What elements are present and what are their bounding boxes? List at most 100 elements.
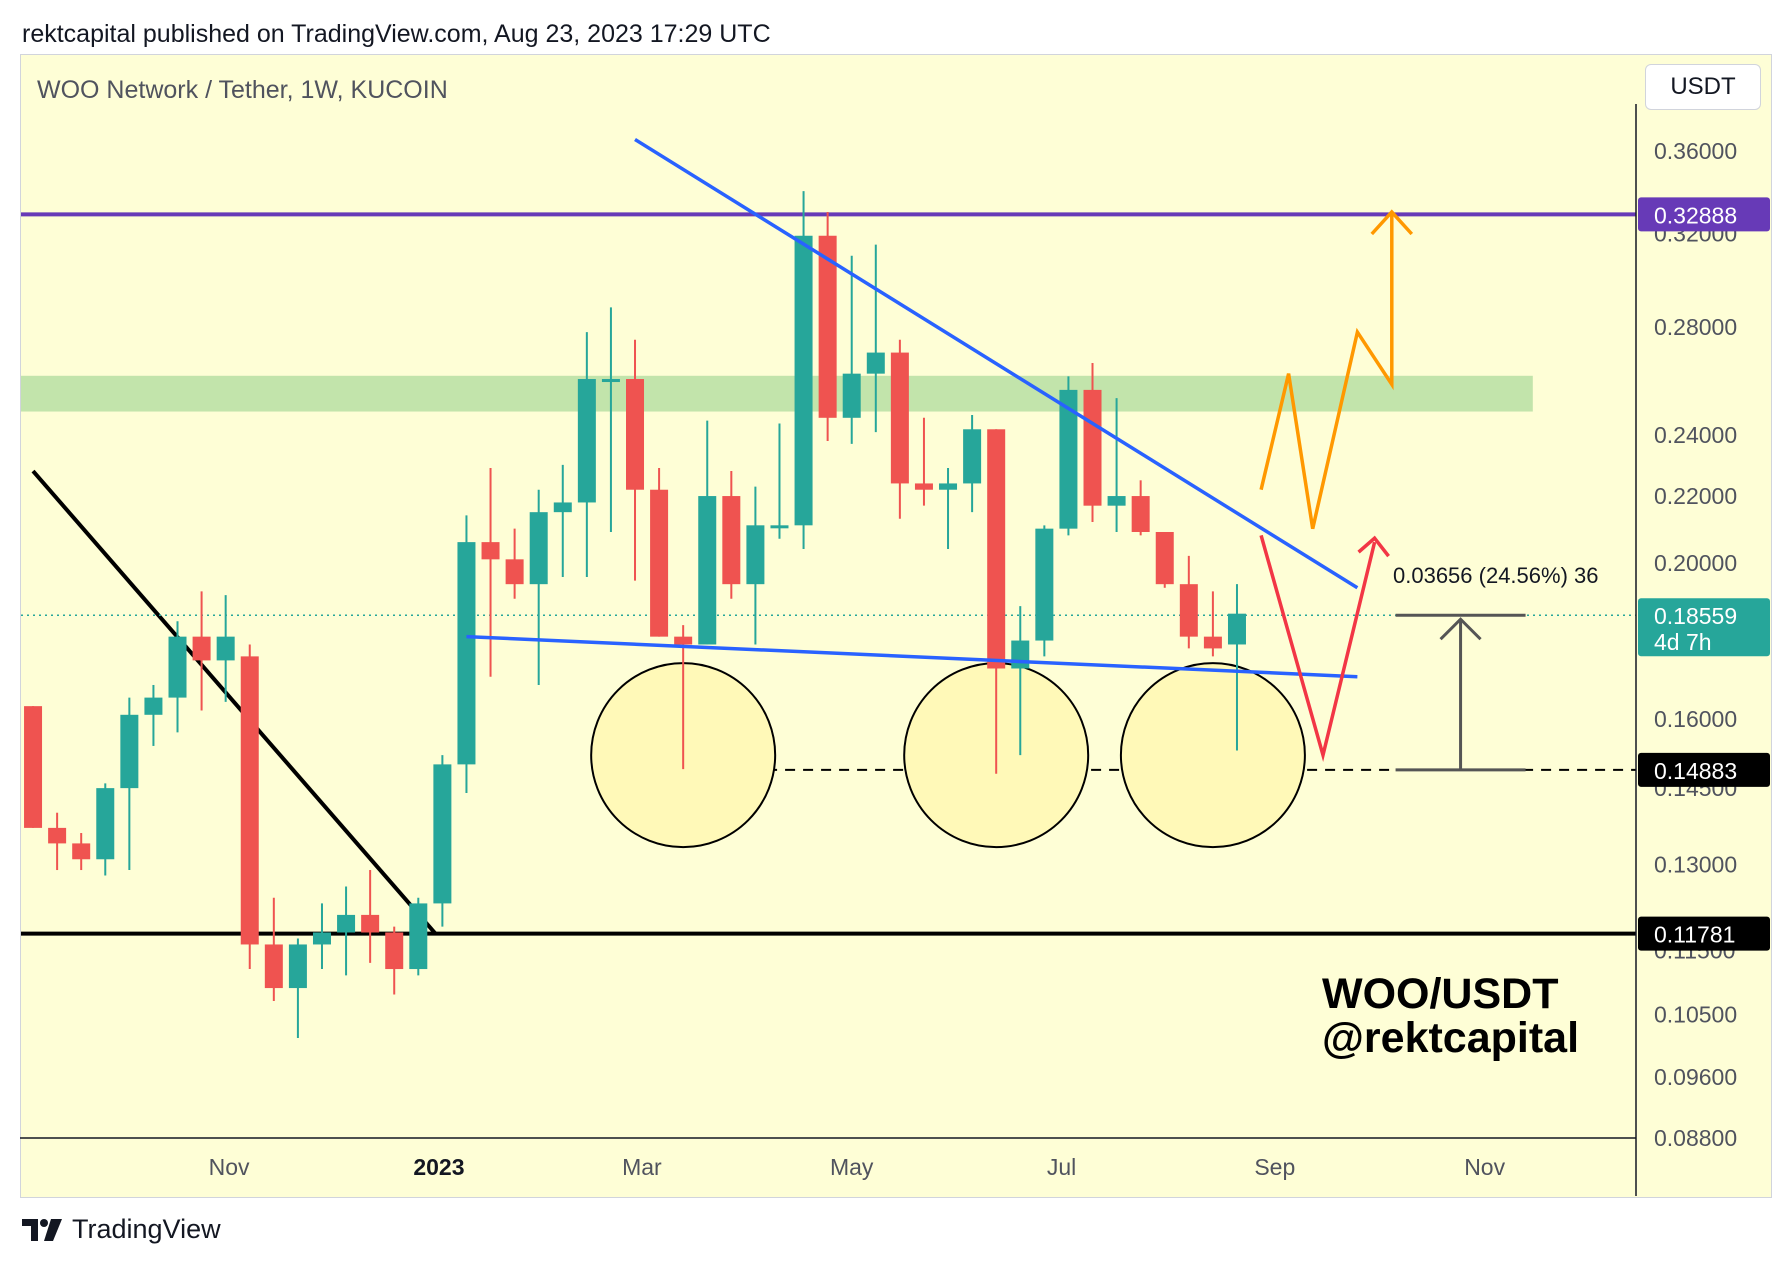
candle-body — [288, 944, 307, 989]
candle — [361, 870, 380, 963]
candle-body — [794, 235, 813, 526]
y-tick-label: 0.22000 — [1654, 483, 1737, 509]
candle-body — [72, 843, 91, 860]
candle-body — [674, 636, 693, 645]
candle — [120, 697, 139, 871]
x-tick-label: Sep — [1254, 1154, 1295, 1180]
candle — [939, 467, 958, 549]
candle-body — [1107, 496, 1126, 506]
candle-body — [192, 636, 211, 661]
candle-body — [1011, 640, 1030, 669]
level-price-tag-1-bg — [1638, 752, 1770, 787]
tradingview-logo-icon — [22, 1218, 62, 1241]
symbol-title: WOO Network / Tether, 1W, KUCOIN — [37, 76, 448, 104]
x-tick-label: Mar — [622, 1154, 662, 1180]
candle — [746, 486, 765, 645]
candle-body — [601, 379, 620, 383]
orange-projection-path — [1259, 212, 1394, 530]
candle — [794, 191, 813, 549]
y-tick-label: 0.09600 — [1654, 1064, 1737, 1090]
candle-body — [24, 706, 43, 828]
publisher-header: rektcapital published on TradingView.com… — [22, 20, 771, 48]
candle — [481, 467, 500, 677]
candle — [1131, 480, 1150, 536]
candle — [337, 886, 356, 976]
x-tick-label: May — [830, 1154, 874, 1180]
candle-body — [1083, 389, 1102, 506]
candle-body — [698, 496, 717, 645]
candle-body — [1179, 584, 1198, 637]
candle-body — [1227, 613, 1246, 645]
candle-body — [96, 788, 115, 860]
candle-body — [505, 559, 524, 585]
candle — [650, 467, 669, 637]
candle — [674, 625, 693, 770]
candle-body — [120, 714, 139, 789]
x-tick-label: 2023 — [413, 1154, 464, 1180]
candle-body — [144, 697, 163, 715]
candle — [866, 244, 885, 433]
candle-body — [890, 352, 909, 484]
currency-button[interactable]: USDT — [1645, 64, 1761, 110]
candle — [818, 211, 837, 441]
y-tick-label: 0.36000 — [1654, 138, 1737, 164]
candle-body — [48, 827, 67, 844]
candle — [457, 515, 476, 793]
measure-label: 0.03656 (24.56%) 36 — [1393, 563, 1599, 588]
watermark-pair: WOO/USDT — [1322, 970, 1559, 1018]
candle — [1179, 555, 1198, 649]
level-price-tag-0: 0.32888 — [1638, 197, 1770, 232]
candle-body — [409, 903, 428, 970]
candle-body — [987, 429, 1006, 669]
chart-frame — [20, 54, 1772, 1198]
y-tick-label: 0.13000 — [1654, 852, 1737, 878]
last-price-value: 0.18559 — [1654, 603, 1737, 629]
candle-body — [264, 944, 283, 989]
candle — [192, 591, 211, 711]
candle-body — [866, 352, 885, 374]
candle-body — [746, 525, 765, 585]
candle — [240, 644, 259, 970]
candle-body — [312, 932, 331, 945]
candle — [264, 897, 283, 1002]
x-tick-label: Nov — [1464, 1154, 1505, 1180]
level-price-tag-1-text: 0.14883 — [1654, 758, 1737, 784]
y-tick-label: 0.28000 — [1654, 314, 1737, 340]
y-tick-label: 0.10500 — [1654, 1001, 1737, 1027]
orange-arrowhead — [1370, 209, 1414, 236]
last-price-tag-bg — [1638, 598, 1770, 657]
tradingview-logo[interactable]: TradingView — [22, 1214, 221, 1245]
y-tick-label: 0.16000 — [1654, 706, 1737, 732]
candle — [698, 420, 717, 645]
candle — [1203, 591, 1222, 657]
candle-body — [529, 512, 548, 585]
watermark: WOO/USDT @rektcapital — [1322, 972, 1579, 1060]
support-circle-2 — [1119, 662, 1306, 849]
candle — [890, 339, 909, 519]
candle-body — [1203, 636, 1222, 649]
red-arrowhead — [1357, 535, 1390, 558]
candle-body — [963, 429, 982, 484]
candle-body — [770, 525, 789, 529]
level-price-tag-2-bg — [1638, 916, 1770, 951]
candle — [505, 528, 524, 599]
candle-body — [481, 542, 500, 560]
candle-body — [1155, 531, 1174, 585]
plot-area: 0.03656 (24.56%) 36 — [21, 137, 1636, 1039]
descending-trendline — [634, 137, 1359, 590]
candle-body — [577, 379, 596, 503]
level-price-tag-2: 0.11781 — [1638, 916, 1770, 951]
candle-body — [216, 636, 235, 661]
candle — [48, 812, 67, 871]
candle — [963, 414, 982, 513]
candle — [288, 938, 307, 1039]
candle-body — [818, 235, 837, 418]
candle-body — [385, 932, 404, 970]
candle — [1155, 531, 1174, 588]
red-projection-path — [1259, 534, 1377, 763]
candle-body — [337, 914, 356, 933]
candle — [914, 417, 933, 506]
resistance-zone — [21, 375, 1533, 412]
candle-body — [722, 496, 741, 585]
